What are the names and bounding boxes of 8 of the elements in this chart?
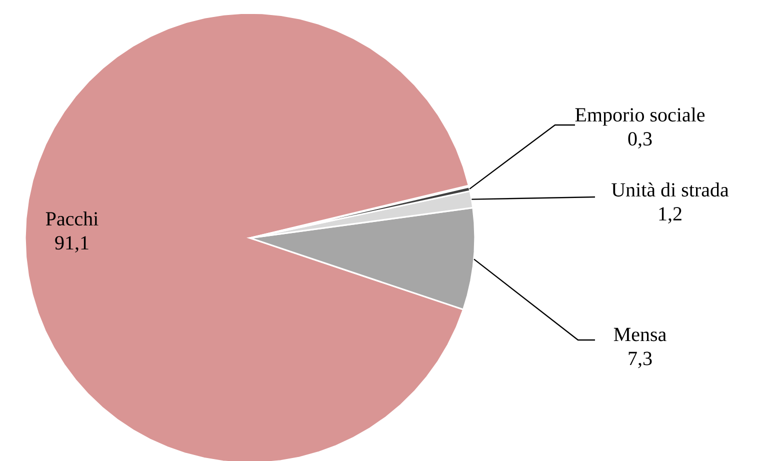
slice-label: Pacchi <box>46 212 98 226</box>
data-label: 0,3 <box>628 132 652 148</box>
data-label: 1,2 <box>659 207 682 224</box>
data-label: 91,1 <box>55 236 88 252</box>
data-label: 7,3 <box>628 352 652 368</box>
slice-label: Unità di strada <box>612 182 729 197</box>
slice-label: Mensa <box>614 328 666 342</box>
slice-label: Emporio sociale <box>575 108 705 126</box>
